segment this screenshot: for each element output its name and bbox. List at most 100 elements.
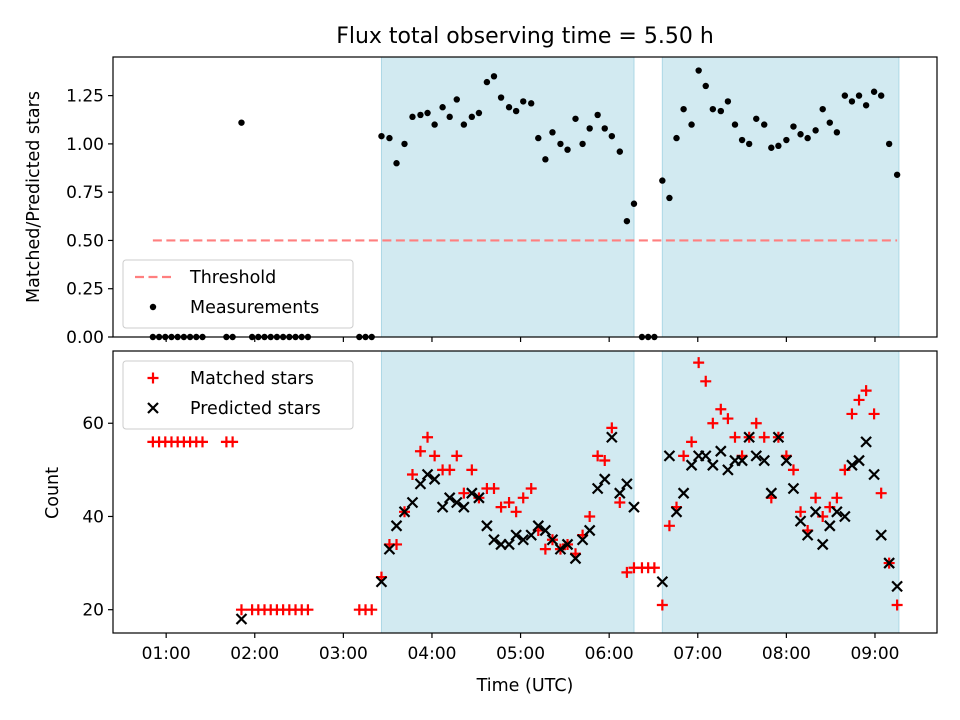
predicted-stars-point (443, 492, 456, 504)
predicted-stars-point (539, 524, 552, 537)
matched-stars-point (693, 357, 705, 369)
measurement-point (695, 67, 702, 74)
predicted-stars-point (663, 450, 676, 462)
x-tick-label: 01:00 (142, 644, 191, 664)
matched-stars-point (466, 464, 478, 476)
measurement-point (520, 98, 527, 105)
predicted-stars-point (473, 492, 485, 504)
predicted-stars-point (546, 533, 559, 546)
top-y-axis-label: Matched/Predicted stars (24, 91, 44, 303)
predicted-stars-point (450, 496, 463, 509)
matched-stars-point (592, 450, 604, 462)
measurement-point (579, 140, 586, 148)
measurement-point (841, 92, 849, 99)
measurement-point (673, 134, 680, 142)
measurement-point (893, 171, 901, 178)
measurement-point (528, 100, 535, 107)
matched-stars-point (758, 431, 770, 443)
matched-stars-point (750, 417, 762, 429)
predicted-stars-point (772, 431, 785, 444)
measurement-point (775, 142, 782, 150)
matched-stars-point (846, 408, 858, 420)
matched-stars-point (495, 501, 507, 513)
top-axes-frame (112, 56, 938, 338)
measurement-point (630, 200, 638, 207)
matched-stars-point (235, 604, 247, 616)
measurement-point (542, 156, 549, 163)
predicted-stars-point (809, 506, 822, 518)
legend-label: Measurements (190, 298, 319, 318)
matched-stars-point (406, 469, 418, 481)
predicted-stars-point (390, 520, 403, 532)
bottom-legend: Matched stars Predicted stars (122, 360, 354, 430)
x-tick-label: 09:00 (850, 644, 899, 664)
top-observing-window-1 (380, 56, 635, 338)
measurement-point (586, 125, 593, 132)
measurement-point (564, 146, 571, 153)
measurement-point (601, 125, 608, 132)
measurement-point (768, 144, 775, 151)
bottom-y-axis-label: Count (43, 467, 63, 519)
top-y-tick-label: 0.00 (66, 328, 104, 348)
top-y-tick-label: 0.50 (66, 231, 104, 251)
measurement-point (783, 136, 790, 144)
matched-stars-point (686, 436, 698, 448)
predicted-stars-point (614, 487, 626, 499)
predicted-stars-point (406, 496, 419, 509)
matched-stars-point (429, 450, 441, 462)
measurement-point (753, 115, 760, 122)
matched-stars-point (366, 604, 378, 616)
predicted-stars-point (853, 454, 865, 467)
matched-stars-point (700, 375, 712, 387)
measurement-point (549, 129, 556, 136)
legend-label: Matched stars (190, 369, 314, 389)
measurement-point (505, 104, 513, 111)
predicted-stars-point (235, 613, 248, 625)
predicted-stars-point (787, 482, 800, 495)
predicted-stars-point (670, 506, 683, 518)
matched-stars-point (891, 599, 903, 611)
measurement-point (731, 121, 739, 128)
bottom-legend-box (122, 360, 354, 430)
x-tick-label: 03:00 (319, 644, 368, 664)
measurement-point (709, 105, 717, 113)
measurement-point (870, 88, 878, 95)
matched-stars-point (606, 422, 618, 434)
predicted-stars-point (561, 538, 574, 551)
matched-stars-point (787, 464, 799, 476)
predicted-stars-point (831, 506, 843, 518)
bottom-panel: 20 40 60 01:00 02:00 03:00 04:00 05:00 06:00 07:0… (82, 350, 938, 664)
measurement-point (862, 102, 870, 109)
predicted-stars-point (383, 543, 396, 555)
measurement-point (659, 177, 666, 184)
predicted-stars-point (685, 459, 698, 471)
bottom-observing-window-1 (380, 350, 635, 634)
predicted-stars-point (510, 529, 522, 541)
matched-stars-point (196, 436, 208, 448)
measurement-point (572, 115, 579, 122)
predicted-stars-point (481, 520, 493, 532)
bottom-y-tick-label: 40 (82, 507, 104, 527)
top-y-tick-label: 1.25 (66, 87, 104, 107)
measurement-point (401, 140, 408, 148)
predicted-stars-point (758, 454, 771, 467)
predicted-stars-point (824, 520, 836, 532)
measurement-point (688, 121, 695, 128)
matched-stars-point (510, 506, 522, 518)
measurement-point (439, 104, 446, 111)
measurement-point (680, 105, 687, 113)
chart-title: Flux total observing time = 5.50 h (336, 24, 714, 49)
measurement-point (623, 217, 631, 225)
predicted-stars-point (421, 468, 434, 481)
predicted-stars-point (715, 445, 727, 457)
matched-stars-point (810, 492, 822, 504)
matched-stars-point (227, 436, 239, 448)
measurement-point (790, 123, 797, 130)
predicted-stars-point (488, 533, 500, 546)
matched-stars-point (663, 520, 675, 532)
x-tick-label: 08:00 (762, 644, 811, 664)
x-tick-label: 02:00 (230, 644, 279, 664)
legend-label: Threshold (189, 268, 276, 288)
predicted-stars-point (398, 506, 411, 518)
